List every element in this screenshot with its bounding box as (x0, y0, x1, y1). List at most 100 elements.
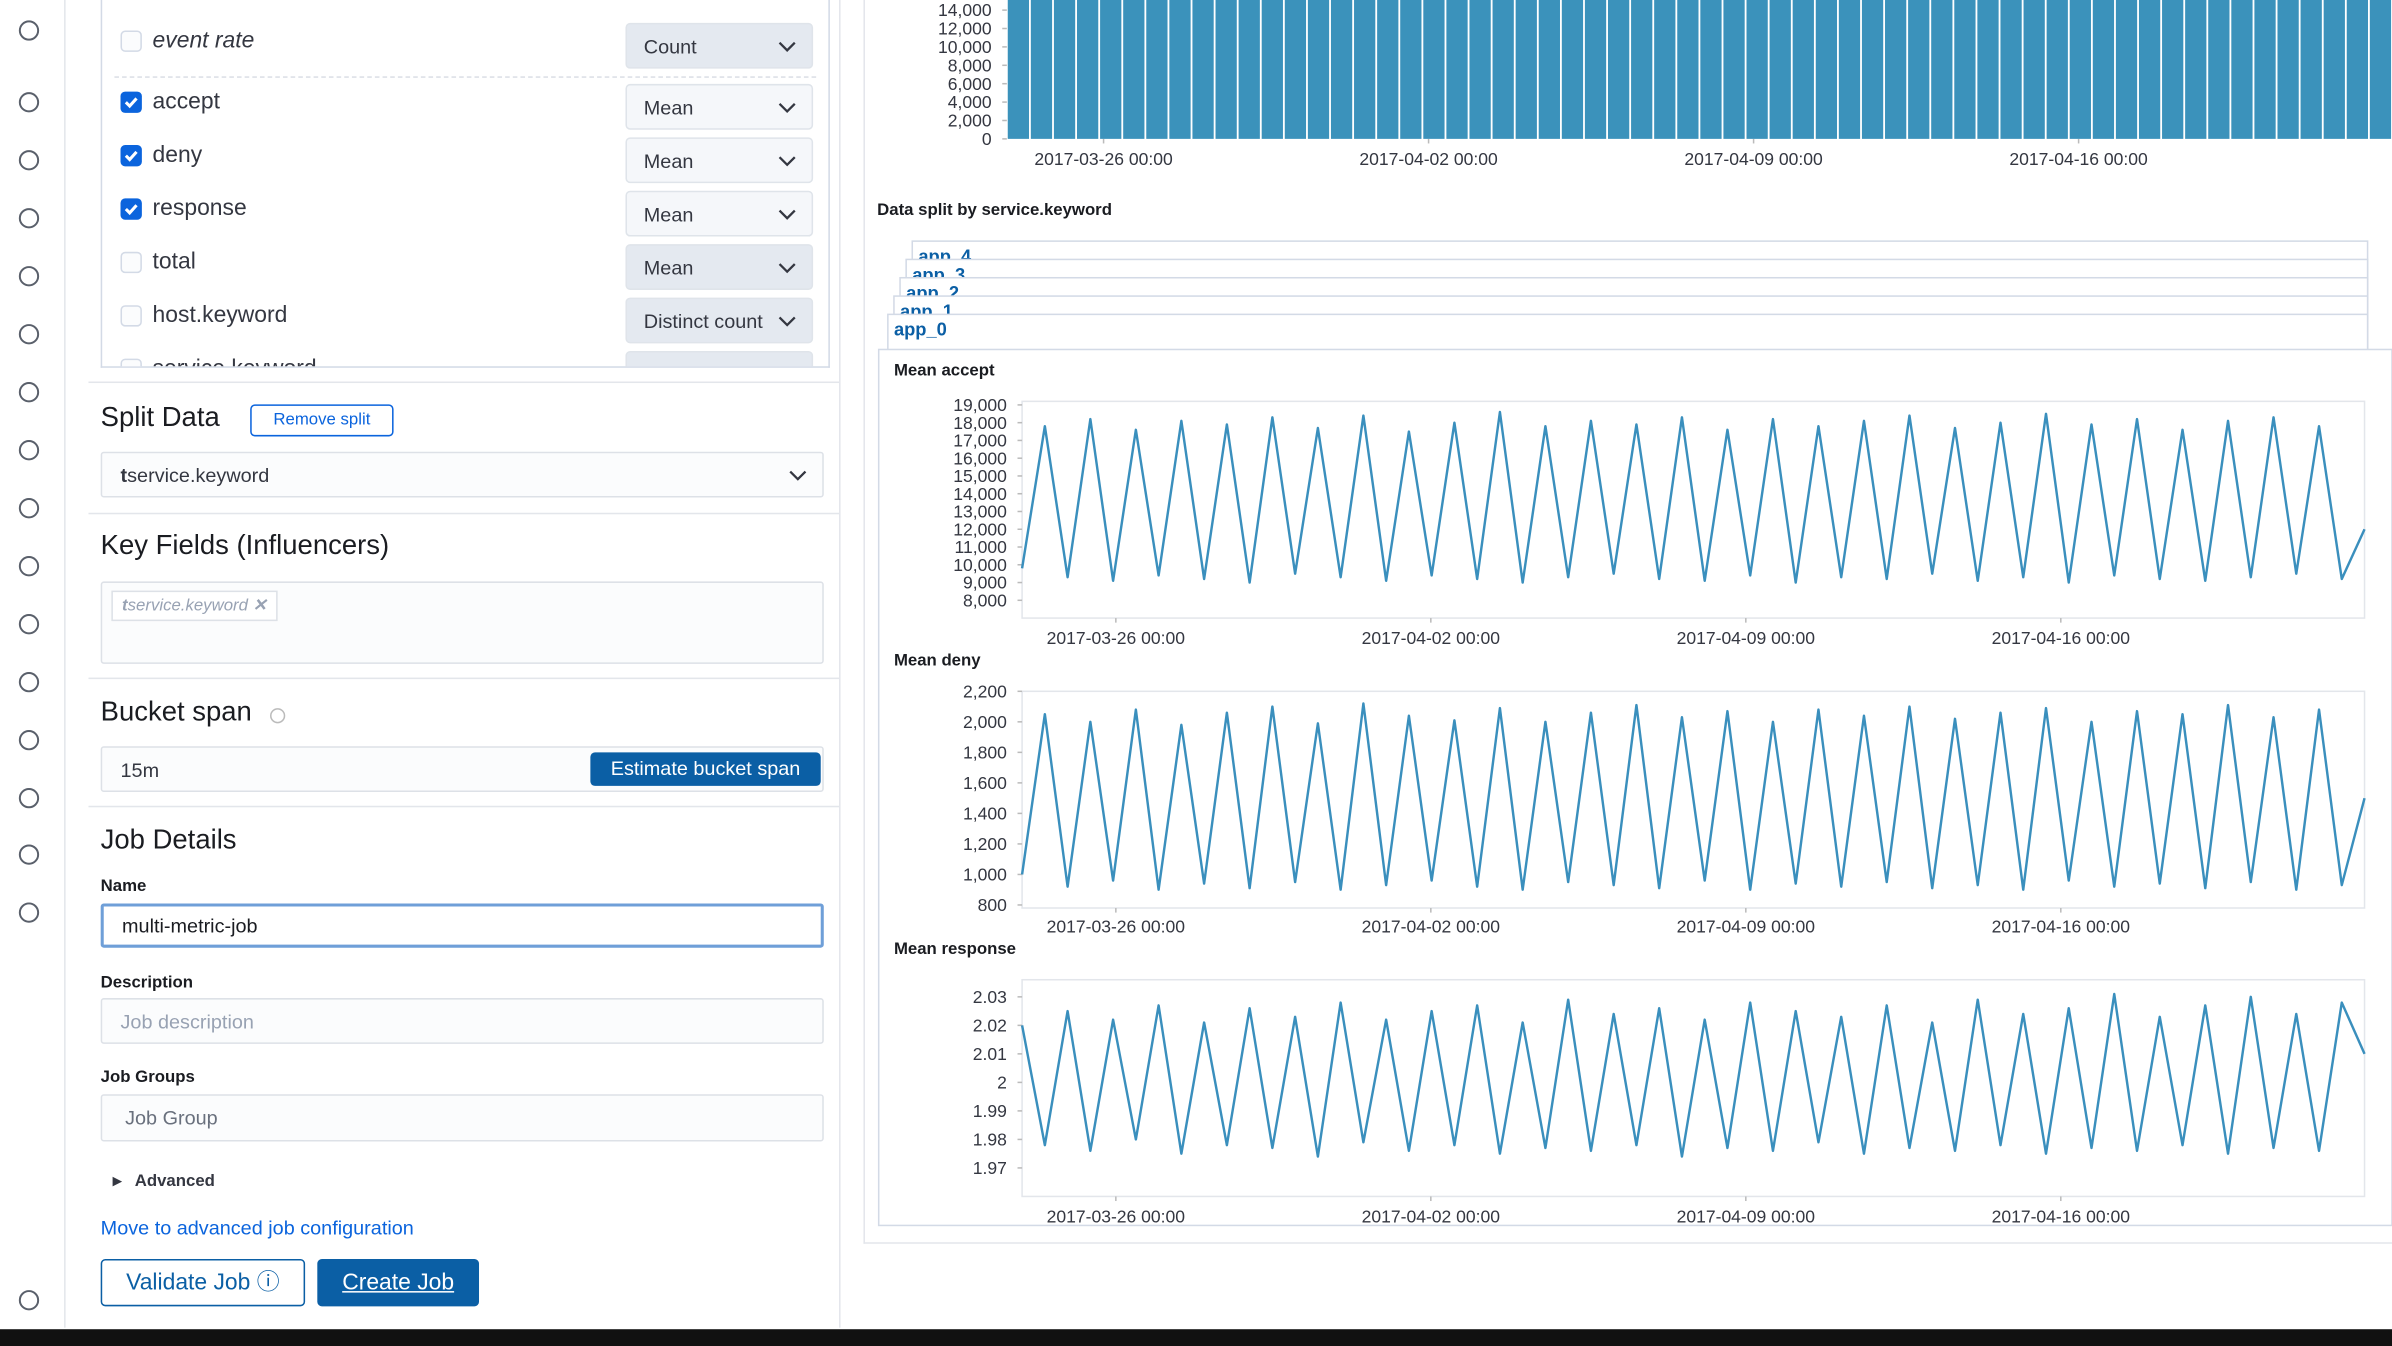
chip-label: service.keyword (127, 596, 248, 616)
bar (1815, 0, 1838, 139)
line (1020, 702, 2366, 891)
nav-icon (18, 20, 40, 41)
function-select[interactable]: Count (625, 22, 814, 69)
checkbox[interactable] (120, 251, 142, 274)
function-select[interactable]: Mean (625, 190, 814, 237)
y-tick-label: 18,000 (953, 413, 1007, 433)
help-icon[interactable] (270, 708, 286, 724)
plot-frame (1021, 690, 2366, 909)
bar (1677, 0, 1699, 139)
checkbox[interactable] (120, 30, 142, 52)
advanced-toggle[interactable]: ▸ Advanced (112, 1172, 215, 1191)
bar (1954, 0, 1976, 139)
description-input[interactable]: Job description (100, 998, 824, 1044)
name-input[interactable]: multi-metric-job (100, 903, 824, 948)
chevron (778, 41, 796, 52)
influencers-box[interactable]: tservice.keyword ✕ (100, 581, 824, 664)
nav-icon (18, 440, 40, 461)
advanced-link[interactable]: Move to advanced job configuration (100, 1216, 414, 1240)
bar (1215, 0, 1237, 139)
bar (1053, 0, 1076, 139)
x-tick-label: 2017-04-09 00:00 (1677, 1206, 1816, 1226)
estimate-button[interactable]: Estimate bucket span (590, 752, 821, 786)
section-title: Bucket span (100, 695, 252, 727)
split-card-label: app_3 (912, 264, 965, 285)
bar (1307, 0, 1330, 139)
x-tick-label: 2017-04-16 00:00 (1992, 628, 2131, 648)
bar (1723, 0, 1745, 139)
split-card (911, 240, 2369, 319)
validate-button[interactable]: Validate Job ⓘ (100, 1259, 306, 1307)
chart-title: Mean response (894, 939, 1016, 958)
chevron (778, 316, 796, 327)
bar (1423, 0, 1445, 139)
groups-input[interactable]: Job Group (100, 1094, 824, 1142)
plot-frame (1021, 400, 2366, 619)
y-tick-label: 8,000 (948, 55, 992, 75)
bar (1654, 0, 1676, 139)
function-select[interactable]: Mean (625, 137, 814, 184)
nav-icon (18, 208, 40, 229)
bar (2323, 0, 2345, 139)
y-tick-label: 1,600 (963, 773, 1007, 793)
bar (2185, 0, 2207, 139)
field-type: t (122, 596, 128, 616)
x-tick-label: 2017-04-16 00:00 (1992, 1206, 2131, 1226)
create-button[interactable]: Create Job (317, 1259, 480, 1307)
bar (2138, 0, 2161, 139)
x-tick-label: 2017-04-09 00:00 (1677, 916, 1816, 936)
bar (1838, 0, 1861, 139)
divider (114, 76, 817, 78)
y-tick-label: 13,000 (953, 502, 1007, 522)
chevron (778, 209, 796, 220)
split-field: service.keyword (127, 463, 270, 487)
function-select[interactable]: Mean (625, 83, 814, 130)
nav-icon (18, 266, 40, 287)
checkmark (124, 204, 138, 216)
checkbox[interactable] (120, 198, 142, 220)
section-title: Job Details (100, 824, 237, 855)
y-tick-label: 2 (997, 1072, 1007, 1092)
nav-icon (18, 614, 40, 635)
bar (2208, 0, 2230, 139)
line (1020, 992, 2366, 1158)
advanced-label: Advanced (134, 1172, 215, 1191)
bar (2231, 0, 2253, 139)
checkbox[interactable] (120, 91, 142, 113)
checkbox[interactable] (120, 358, 142, 367)
sidebar-icons (18, 20, 40, 1311)
split-card (887, 313, 2369, 392)
x-tick-label: 2017-04-02 00:00 (1362, 1206, 1501, 1226)
bar (2300, 0, 2322, 139)
x-tick-label: 2017-04-09 00:00 (1684, 149, 1823, 169)
y-tick-label: 6,000 (948, 74, 992, 94)
validate-label: Validate Job (126, 1269, 251, 1296)
remove-split-button[interactable]: Remove split (250, 404, 394, 437)
checkbox[interactable] (120, 144, 142, 167)
function-select[interactable]: Mean (625, 244, 814, 290)
checkbox[interactable] (120, 305, 142, 327)
x-tick-label: 2017-04-02 00:00 (1362, 628, 1501, 648)
field-label: Description (100, 973, 194, 992)
function-select[interactable]: Distinct count (625, 297, 814, 344)
nav-icon (18, 150, 40, 171)
split-select[interactable]: tservice.keyword (100, 451, 824, 498)
function-select[interactable] (625, 350, 814, 367)
x-tick-label: 2017-04-16 00:00 (2009, 149, 2148, 169)
bar (1792, 0, 1814, 139)
field-name: accept (152, 88, 220, 115)
bar (1631, 0, 1653, 139)
plot-frame (1021, 978, 2366, 1198)
nav-icon (18, 844, 40, 865)
y-tick-label: 2,000 (963, 712, 1007, 732)
bar (2277, 0, 2299, 139)
x-tick-label: 2017-03-26 00:00 (1047, 916, 1186, 936)
bar (1746, 0, 1768, 139)
x-tick-label: 2017-04-16 00:00 (1992, 916, 2131, 936)
split-label: Data split by service.keyword (877, 200, 1112, 219)
chevron (778, 263, 796, 274)
y-tick-label: 1,400 (963, 804, 1007, 824)
bar (1931, 0, 1953, 139)
function-label: Mean (643, 256, 694, 280)
